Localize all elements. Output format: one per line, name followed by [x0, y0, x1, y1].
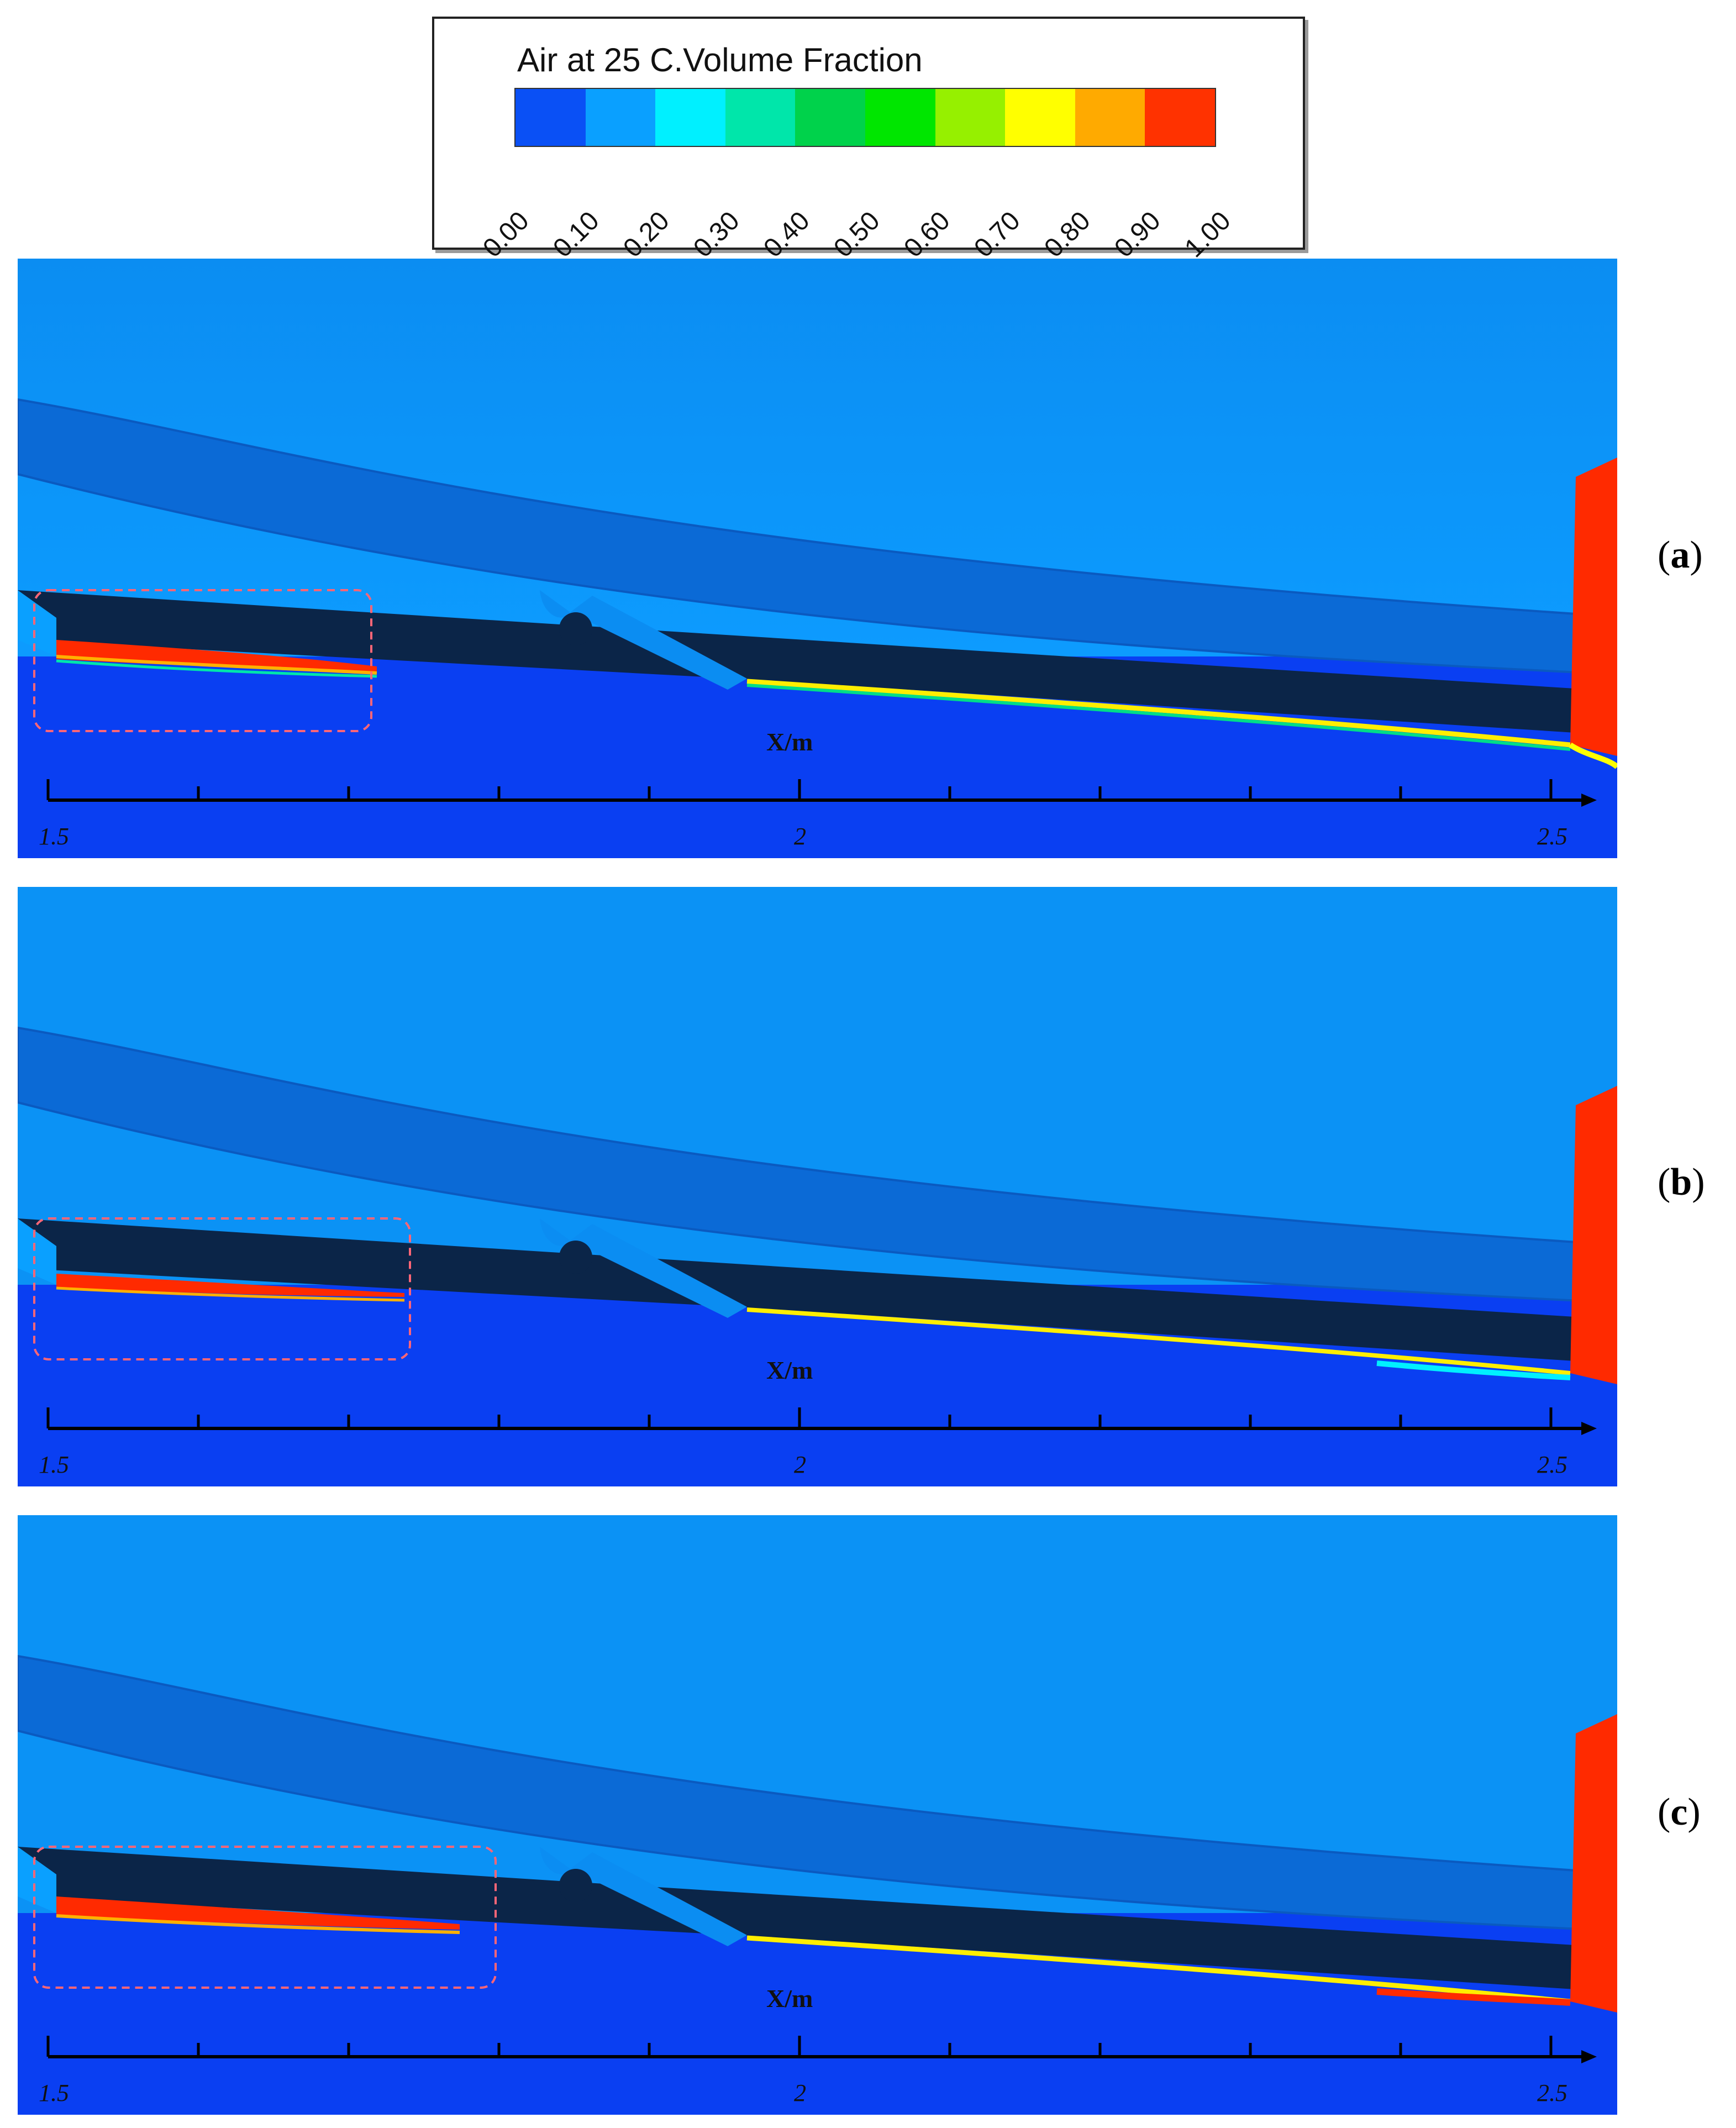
- x-axis-label: X/m: [766, 1356, 813, 1384]
- x-axis-label: X/m: [766, 1984, 813, 2013]
- colorbar-tick-label: 1.00: [1179, 206, 1237, 264]
- colorbar-tick-label: 0.60: [898, 206, 956, 264]
- hull-body: [18, 590, 1592, 734]
- colorbar-swatch-7: [1005, 89, 1075, 146]
- colorbar: [514, 88, 1216, 147]
- wake-spray: [1570, 458, 1617, 756]
- contour-plot-b: X/m 1.5 2 2.5: [18, 887, 1617, 1486]
- tick-label-2: 2: [794, 1451, 806, 1478]
- colorbar-tick-label: 0.80: [1039, 206, 1096, 264]
- colorbar-tick-label: 0.00: [477, 206, 535, 264]
- colorbar-swatch-2: [655, 89, 725, 146]
- colorbar-tick-label: 0.70: [969, 206, 1026, 264]
- colorbar-swatch-8: [1075, 89, 1145, 146]
- air-layer-2: [746, 679, 1571, 748]
- tick-label-1.5: 1.5: [39, 1451, 69, 1478]
- colorbar-swatch-6: [935, 89, 1006, 146]
- legend-title: Air at 25 C.Volume Fraction: [517, 41, 923, 78]
- colorbar-swatch-0: [515, 89, 586, 146]
- colorbar-tick-label: 0.90: [1109, 206, 1166, 264]
- colorbar-swatch-5: [865, 89, 935, 146]
- tick-label-1.5: 1.5: [39, 2079, 69, 2106]
- tick-label-2.5: 2.5: [1537, 2079, 1567, 2106]
- colorbar-tick-label: 0.50: [828, 206, 886, 264]
- x-axis-label: X/m: [766, 728, 813, 756]
- panel-b: X/m 1.5 2 2.5: [18, 887, 1617, 1486]
- colorbar-tick-label: 0.30: [688, 206, 745, 264]
- colorbar-swatch-3: [725, 89, 796, 146]
- colorbar-tick-label: 0.20: [618, 206, 675, 264]
- tick-label-2.5: 2.5: [1537, 823, 1567, 850]
- contour-plot-c: X/m 1.5 2 2.5: [18, 1515, 1617, 2115]
- colorbar-swatch-4: [795, 89, 865, 146]
- panel-label-a: (a): [1658, 534, 1703, 576]
- colorbar-swatch-9: [1145, 89, 1215, 146]
- tick-label-1.5: 1.5: [39, 823, 69, 850]
- air-layer-1: [56, 640, 377, 672]
- highlight-box: [33, 589, 372, 732]
- colorbar-legend: Air at 25 C.Volume Fraction 0.00 0.10 0.20…: [432, 17, 1305, 263]
- tick-label-2: 2: [794, 2079, 806, 2106]
- panel-c: X/m 1.5 2 2.5: [18, 1515, 1617, 2115]
- colorbar-tick-label: 0.40: [758, 206, 816, 264]
- tick-label-2.5: 2.5: [1537, 1451, 1567, 1478]
- colorbar-tick-label: 0.10: [548, 206, 605, 264]
- panel-a: X/m 1.5 2 2.5: [18, 259, 1617, 858]
- panel-label-c: (c): [1658, 1791, 1701, 1833]
- colorbar-swatch-1: [585, 89, 656, 146]
- tick-label-2: 2: [794, 823, 806, 850]
- panel-label-b: (b): [1658, 1161, 1705, 1204]
- contour-plot-a: X/m 1.5 2 2.5: [18, 259, 1617, 858]
